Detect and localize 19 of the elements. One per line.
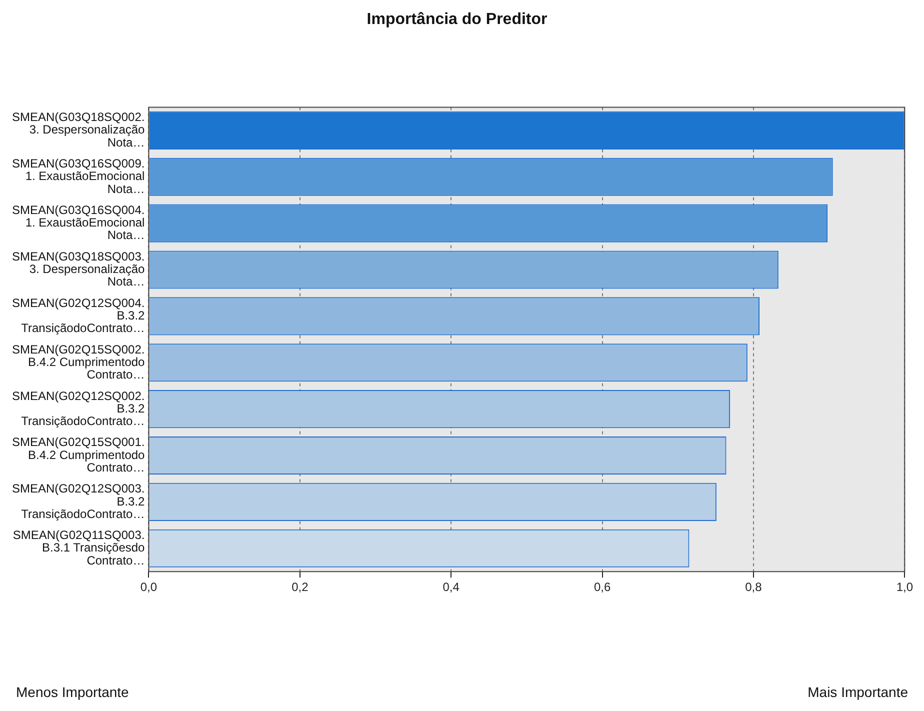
text: Menos Importante: [16, 684, 129, 700]
x-tick-label: 0,6: [594, 580, 611, 594]
y-tick-label: SMEAN(G03Q18SQ002. 3. Despersonalização Nota…: [12, 110, 146, 150]
y-tick-label: SMEAN(G02Q15SQ002. B.4.2 Cumprimentodo Contrato…: [12, 342, 146, 382]
x-tick-label: 0,8: [745, 580, 762, 594]
x-tick-label: 0,4: [442, 580, 460, 594]
y-tick-label: SMEAN(G03Q16SQ004. 1. ExaustãoEmocional Nota…: [12, 203, 145, 242]
x-tick-label: 0,2: [292, 580, 309, 594]
y-tick-label: SMEAN(G03Q18SQ003. 3. Despersonalização Nota…: [12, 249, 146, 289]
text: Mais Importante: [808, 684, 908, 700]
x-tick-label: 1,0: [896, 580, 914, 594]
chart-title: Importância do Preditor: [366, 11, 548, 28]
y-tick-label: SMEAN(G02Q15SQ001. B.4.2 Cumprimentodo Contrato…: [12, 435, 146, 474]
y-tick-label: SMEAN(G02Q12SQ002. B.3.2 TransiçãodoContrato…: [12, 388, 146, 428]
x-tick-label: 0,0: [140, 580, 158, 594]
y-tick-label: SMEAN(G02Q11SQ003. B.3.1 Transiçõesdo Contrato…: [12, 528, 146, 568]
y-tick-label: SMEAN(G02Q12SQ003. B.3.2 TransiçãodoContrato…: [12, 482, 146, 521]
y-tick-label: SMEAN(G02Q12SQ004. B.3.2 TransiçãodoContrato…: [12, 296, 146, 336]
y-tick-label: SMEAN(G03Q16SQ009. 1. ExaustãoEmocional Nota…: [12, 156, 145, 196]
